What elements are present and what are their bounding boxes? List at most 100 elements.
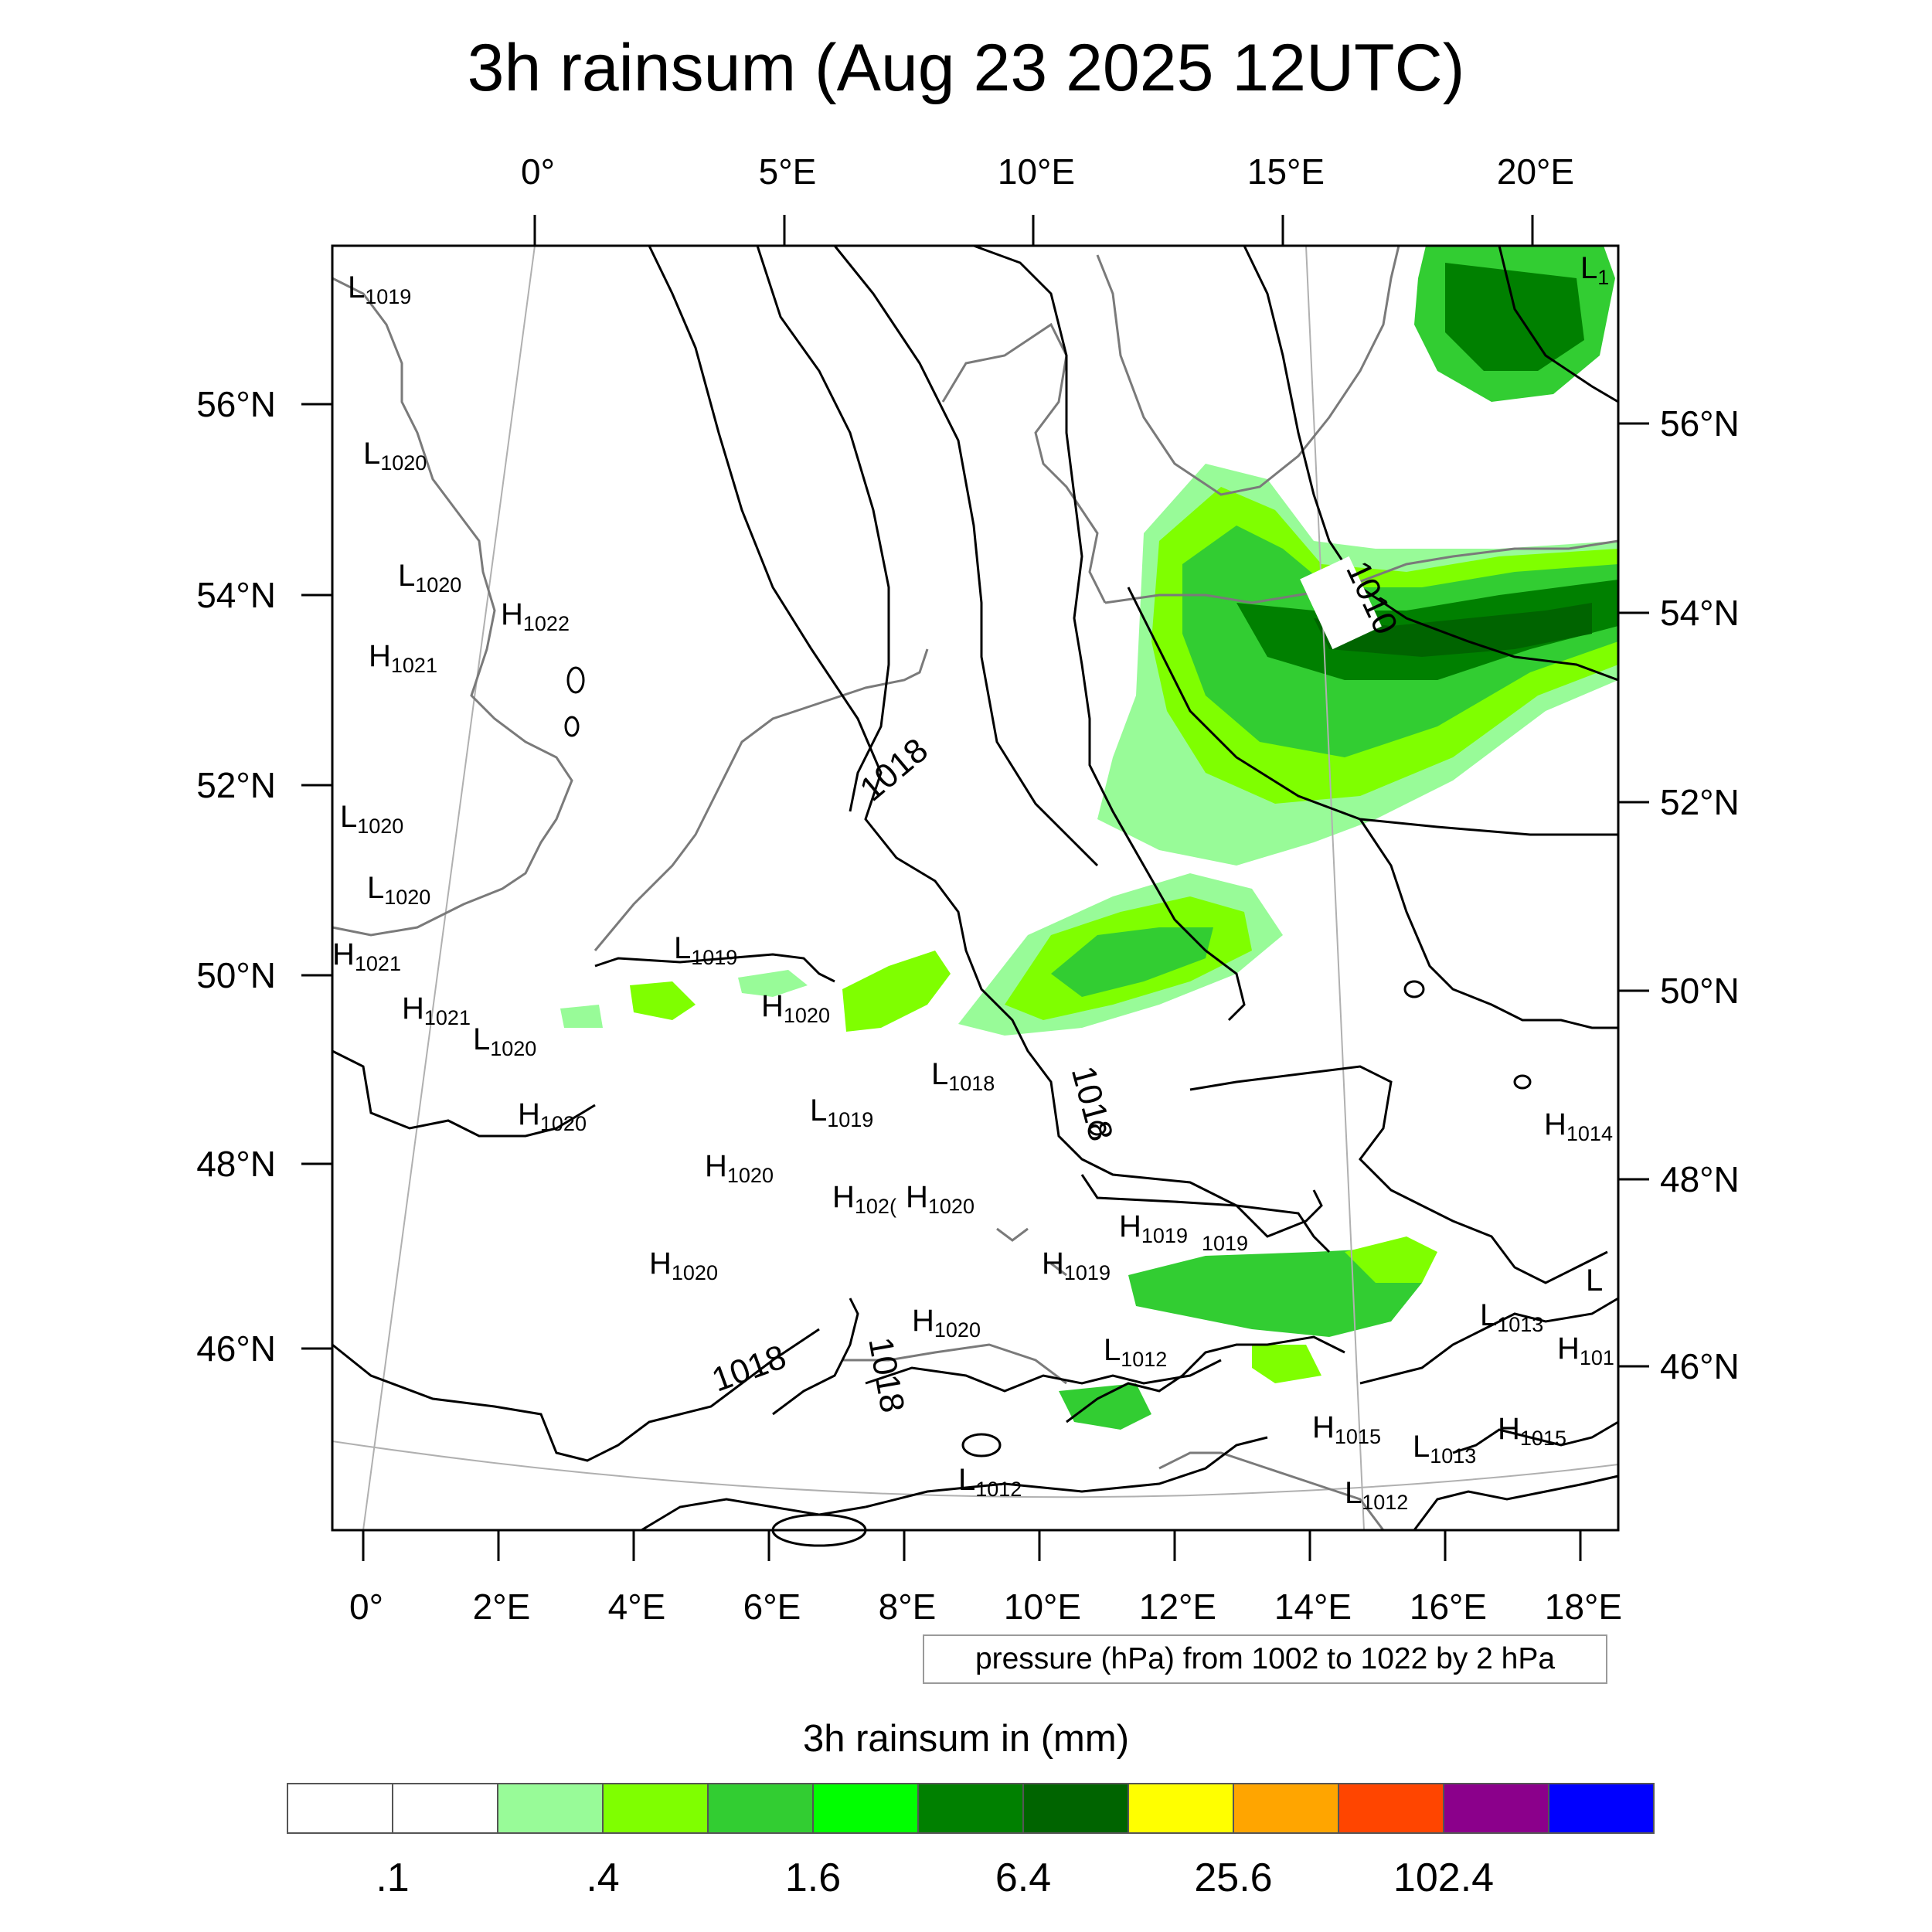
pressure-center: H1020 [649, 1247, 718, 1284]
pressure-center: L1020 [473, 1022, 536, 1060]
pressure-center: H1020 [761, 989, 830, 1027]
bottom-lon-label: 0° [349, 1587, 383, 1627]
rain-area-germany-sw [842, 951, 951, 1032]
pressure-center: L1019 [348, 270, 411, 308]
bottom-lon-label: 16°E [1410, 1587, 1487, 1627]
bottom-lon-label: 2°E [473, 1587, 531, 1627]
isobar-label-background [1300, 556, 1382, 650]
rain-area-france-3 [738, 970, 808, 997]
left-lat-label: 56°N [196, 384, 276, 424]
top-lon-label: 5°E [759, 151, 817, 192]
bottom-lon-label: 10°E [1004, 1587, 1081, 1627]
graticule [332, 245, 1619, 1531]
pressure-center: L1019 [674, 931, 737, 969]
pressure-center: L1013 [1413, 1430, 1476, 1468]
bottom-longitude-labels: 0° 2°E 4°E 6°E 8°E 10°E 12°E 14°E 16°E 1… [349, 1587, 1622, 1627]
colorbar-box [1339, 1784, 1444, 1832]
pressure-center: 1019 [1202, 1232, 1248, 1255]
right-latitude-labels: 56°N 54°N 52°N 50°N 48°N 46°N [1660, 403, 1740, 1386]
pressure-center: H1020 [705, 1149, 774, 1187]
top-longitude-labels: 0° 5°E 10°E 15°E 20°E [521, 151, 1574, 192]
colorbar-box [814, 1784, 919, 1832]
coastline-denmark [941, 322, 1107, 604]
colorbar-label: 1.6 [784, 1855, 842, 1900]
pressure-center: L1020 [363, 437, 427, 474]
pressure-center: L1019 [810, 1094, 873, 1131]
map-title: 3h rainsum (Aug 23 2025 12UTC) [467, 31, 1465, 105]
coastline-britain [332, 277, 573, 937]
left-lat-label: 50°N [196, 955, 276, 995]
right-lat-label: 56°N [1660, 403, 1740, 444]
right-lat-label: 54°N [1660, 593, 1740, 633]
rain-area-alps-outer [1345, 1236, 1437, 1283]
colorbar-box [1444, 1784, 1549, 1832]
legend-title: 3h rainsum in (mm) [802, 1718, 1130, 1760]
left-latitude-labels: 56°N 54°N 52°N 50°N 48°N 46°N [196, 384, 276, 1369]
pressure-center: H1019 [1042, 1247, 1111, 1284]
tick-marks [301, 215, 1649, 1561]
colorbar-box [288, 1784, 393, 1832]
coastlines [332, 245, 1619, 1531]
pressure-center: H1021 [369, 639, 437, 677]
left-lat-label: 54°N [196, 575, 276, 615]
right-lat-label: 46°N [1660, 1346, 1740, 1386]
pressure-center: H1020 [906, 1180, 975, 1218]
pressure-center: H101 [1557, 1332, 1614, 1369]
pressure-center: L1020 [340, 800, 403, 838]
pressure-center: L1012 [1345, 1476, 1408, 1514]
pressure-center: H1021 [402, 992, 471, 1029]
pressure-center: L1018 [931, 1057, 995, 1095]
coastline-italy-north [842, 1343, 1067, 1385]
rain-area-italy [1059, 1383, 1151, 1430]
rain-area-alps [1128, 1248, 1422, 1337]
coastline-sweden [1096, 245, 1400, 496]
top-lon-label: 10°E [998, 151, 1075, 192]
rain-area-baltic-north-core [1445, 263, 1584, 371]
right-lat-label: 50°N [1660, 971, 1740, 1011]
pressure-center: H1019 [1119, 1209, 1188, 1247]
pressure-center: H1015 [1498, 1412, 1566, 1450]
colorbar-box [919, 1784, 1024, 1832]
coastline-alps-lakes [996, 1227, 1067, 1277]
pressure-center: L1020 [367, 871, 430, 909]
colorbar-label: .4 [586, 1855, 620, 1900]
rain-area-poland-max [1314, 603, 1592, 657]
pressure-center: H1022 [501, 597, 570, 635]
colorbar [287, 1783, 1655, 1834]
top-lon-label: 20°E [1497, 151, 1574, 192]
pressure-center: L [1586, 1264, 1603, 1298]
coastline-adriatic [1158, 1451, 1385, 1531]
pressure-center: L1020 [398, 559, 461, 597]
pressure-center: H1015 [1312, 1410, 1381, 1448]
bottom-lon-label: 6°E [743, 1587, 801, 1627]
pressure-center: H1020 [912, 1304, 981, 1342]
colorbar-box [1129, 1784, 1234, 1832]
colorbar-box [1549, 1784, 1653, 1832]
rain-area-czech-core [1051, 927, 1213, 997]
coastline-continent [594, 648, 929, 951]
pressure-centers: L1019 L1020 L1020 H1022 H1021 L1020 L102… [332, 251, 1614, 1514]
left-lat-label: 46°N [196, 1328, 276, 1369]
colorbar-box [604, 1784, 709, 1832]
pressure-center: H1021 [332, 937, 401, 975]
colorbar-label: 102.4 [1393, 1855, 1495, 1900]
rain-area-france-2 [560, 1005, 603, 1028]
right-lat-label: 48°N [1660, 1159, 1740, 1199]
colorbar-box [709, 1784, 814, 1832]
colorbar-box [1234, 1784, 1339, 1832]
colorbar-box [498, 1784, 604, 1832]
rain-area [560, 246, 1618, 1430]
colorbar-box [393, 1784, 498, 1832]
bottom-lon-label: 14°E [1274, 1587, 1352, 1627]
rain-area-slovenia [1252, 1345, 1321, 1383]
pressure-center: H1020 [518, 1097, 587, 1135]
left-lat-label: 52°N [196, 765, 276, 805]
bottom-lon-label: 18°E [1545, 1587, 1622, 1627]
rain-area-france-1 [630, 981, 696, 1020]
pressure-center: L1013 [1480, 1298, 1543, 1336]
left-lat-label: 48°N [196, 1144, 276, 1184]
bottom-lon-label: 4°E [608, 1587, 666, 1627]
bottom-lon-label: 8°E [879, 1587, 937, 1627]
pressure-center: L1012 [1104, 1333, 1167, 1371]
